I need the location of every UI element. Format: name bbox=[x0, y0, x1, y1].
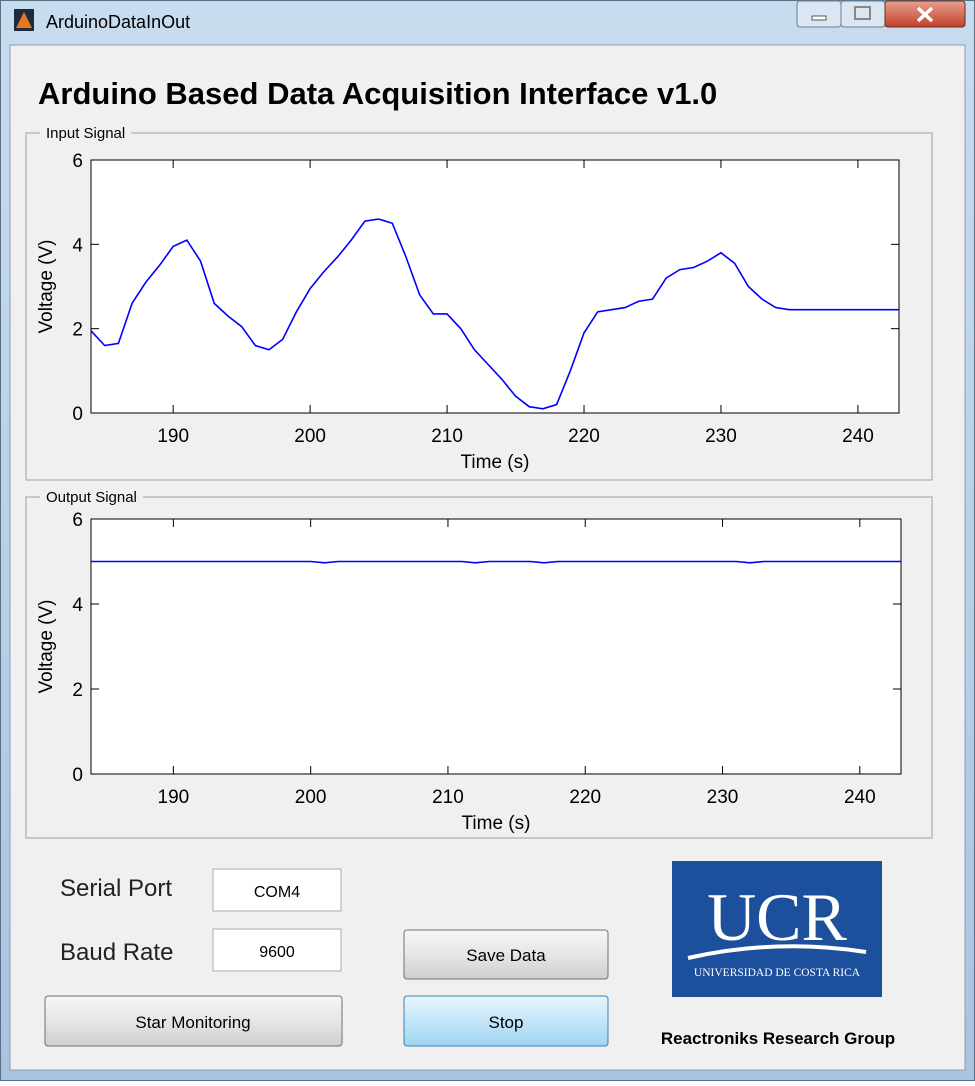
x-tick-label: 200 bbox=[294, 426, 326, 447]
panel-border bbox=[25, 496, 933, 839]
app-icon-shape bbox=[16, 12, 32, 28]
panel-title: Input Signal bbox=[46, 125, 125, 142]
x-tick-label: 190 bbox=[157, 426, 189, 447]
y-tick-label: 6 bbox=[72, 510, 83, 531]
app-heading: Arduino Based Data Acquisition Interface… bbox=[38, 76, 717, 111]
x-tick-label: 210 bbox=[432, 787, 464, 808]
stop-button[interactable]: Stop bbox=[403, 995, 609, 1047]
y-tick-label: 2 bbox=[72, 680, 83, 701]
footer-text: Reactroniks Research Group bbox=[661, 1029, 895, 1048]
plot-area bbox=[90, 159, 900, 414]
x-tick-label: 240 bbox=[844, 787, 876, 808]
serial-port-label: Serial Port bbox=[60, 875, 172, 902]
x-axis-label: Time (s) bbox=[461, 452, 530, 473]
y-tick-label: 2 bbox=[72, 320, 83, 341]
start-monitoring-button[interactable]: Star Monitoring bbox=[44, 995, 343, 1047]
save-data-label: Save Data bbox=[466, 946, 546, 965]
x-tick-label: 220 bbox=[569, 787, 601, 808]
x-axis-label: Time (s) bbox=[462, 813, 531, 834]
logo-text: UCR bbox=[707, 879, 847, 955]
x-tick-label: 240 bbox=[842, 426, 874, 447]
panel-title-bg bbox=[40, 124, 132, 142]
minimize-button[interactable] bbox=[796, 0, 842, 28]
logo-subtitle: UNIVERSIDAD DE COSTA RICA bbox=[694, 967, 861, 979]
panel-title: Output Signal bbox=[46, 489, 137, 506]
signal-line bbox=[90, 218, 899, 410]
plot-area bbox=[90, 518, 902, 775]
y-tick-label: 0 bbox=[72, 765, 83, 786]
y-tick-label: 0 bbox=[72, 404, 83, 425]
start-monitoring-label: Star Monitoring bbox=[135, 1013, 250, 1032]
panel-title-bg bbox=[40, 488, 143, 506]
x-tick-label: 230 bbox=[705, 426, 737, 447]
y-tick-label: 4 bbox=[72, 235, 83, 256]
baud-rate-value: 9600 bbox=[259, 944, 295, 961]
baud-rate-field[interactable]: 9600 bbox=[212, 928, 342, 972]
save-data-button[interactable]: Save Data bbox=[403, 929, 609, 980]
signal-line bbox=[91, 560, 901, 564]
window-title: ArduinoDataInOut bbox=[46, 12, 190, 32]
serial-port-field[interactable]: COM4 bbox=[212, 868, 342, 912]
stop-label: Stop bbox=[489, 1013, 524, 1032]
baud-rate-label: Baud Rate bbox=[60, 939, 173, 966]
x-tick-label: 230 bbox=[707, 787, 739, 808]
y-axis-label: Voltage (V) bbox=[36, 600, 57, 694]
panel-border bbox=[25, 132, 933, 481]
close-button[interactable] bbox=[884, 0, 966, 28]
serial-port-value: COM4 bbox=[254, 884, 300, 901]
x-tick-label: 190 bbox=[158, 787, 190, 808]
x-tick-label: 220 bbox=[568, 426, 600, 447]
y-tick-label: 4 bbox=[72, 595, 83, 616]
x-tick-label: 200 bbox=[295, 787, 327, 808]
ucr-logo: UCR UNIVERSIDAD DE COSTA RICA bbox=[672, 861, 882, 997]
x-tick-label: 210 bbox=[431, 426, 463, 447]
y-tick-label: 6 bbox=[72, 151, 83, 172]
maximize-button[interactable] bbox=[840, 0, 886, 28]
y-axis-label: Voltage (V) bbox=[36, 240, 57, 334]
